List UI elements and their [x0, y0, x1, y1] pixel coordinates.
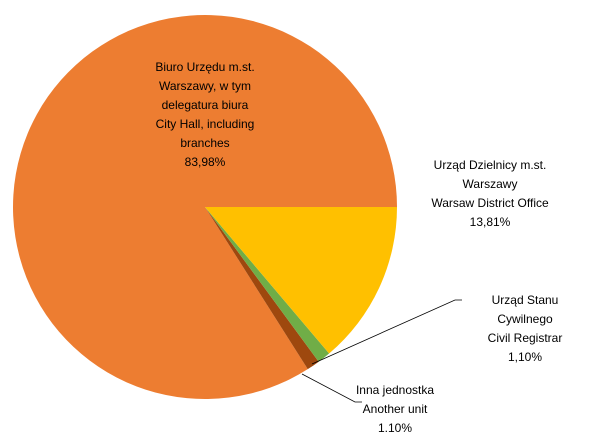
- slice-label: Biuro Urzędu m.st. Warszawy, w tym deleg…: [155, 58, 254, 172]
- slice-label: Urząd Dzielnicy m.st. Warszawy Warsaw Di…: [431, 156, 548, 232]
- pie-slice: [205, 207, 330, 362]
- value-label: 1,10%: [507, 350, 543, 364]
- pie-slice: [205, 207, 319, 370]
- value-label: 13,81%: [469, 215, 511, 229]
- leader-line: [301, 373, 362, 403]
- category-label: Urząd Dzielnicy m.st. Warszawy Warsaw Di…: [431, 158, 549, 210]
- slice-label: Urząd Stanu Cywilnego Civil Registrar 1,1…: [484, 291, 567, 367]
- category-label: Inna jednostka Another unit: [355, 383, 435, 416]
- value-label: 83,98%: [184, 155, 226, 169]
- leader-line: [311, 299, 462, 365]
- category-label: Biuro Urzędu m.st. Warszawy, w tym deleg…: [155, 60, 255, 150]
- pie-slice: [205, 207, 397, 354]
- value-label: 1.10%: [377, 421, 413, 435]
- category-label: Urząd Stanu Cywilnego Civil Registrar: [487, 293, 563, 345]
- slice-label: Inna jednostka Another unit 1.10%: [356, 381, 434, 438]
